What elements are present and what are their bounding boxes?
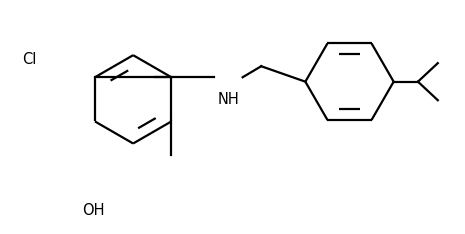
Text: OH: OH — [82, 203, 105, 218]
Text: NH: NH — [217, 92, 239, 107]
Text: Cl: Cl — [22, 52, 37, 67]
